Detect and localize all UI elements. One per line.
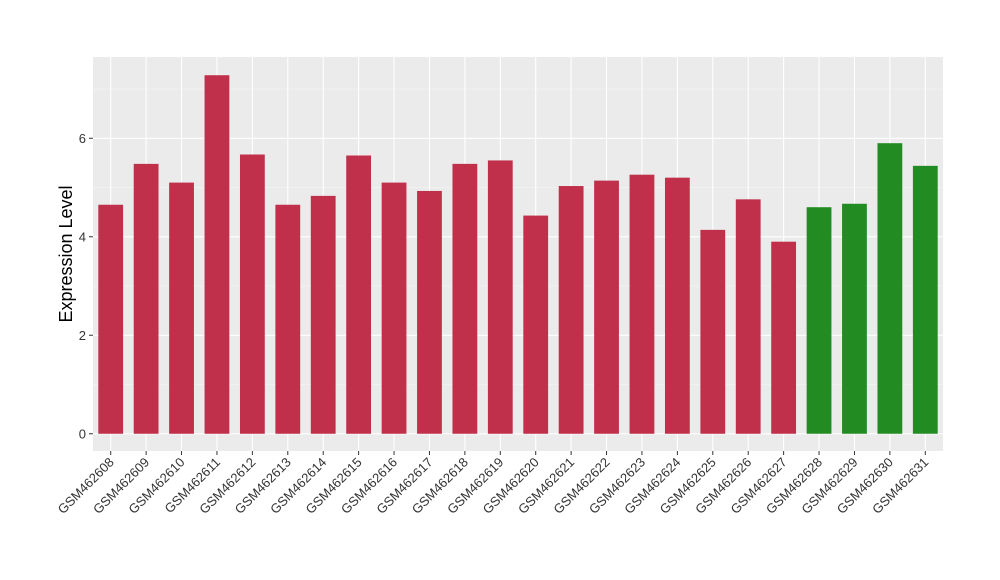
bar-GSM462613 [275, 204, 301, 434]
bar-GSM462629 [842, 203, 867, 434]
bar-GSM462628 [806, 207, 832, 434]
bar-GSM462621 [558, 186, 584, 434]
bar-GSM462610 [169, 182, 194, 434]
y-tick-label: 0 [79, 426, 86, 441]
bar-GSM462615 [346, 155, 372, 434]
bars [98, 75, 938, 434]
x-axis: GSM462608GSM462609GSM462610GSM462611GSM4… [55, 451, 931, 517]
bar-GSM462627 [771, 241, 797, 434]
bar-GSM462626 [735, 199, 761, 434]
bar-GSM462618 [452, 163, 478, 434]
bar-GSM462609 [133, 163, 159, 434]
bar-GSM462620 [523, 215, 549, 434]
bar-GSM462622 [594, 180, 619, 434]
bar-GSM462624 [664, 177, 690, 434]
bar-GSM462631 [912, 165, 938, 434]
bar-GSM462625 [700, 229, 726, 434]
bar-GSM462614 [310, 195, 336, 434]
y-axis: 0 2 4 6 [79, 131, 93, 441]
y-tick-label: 4 [79, 229, 86, 244]
y-axis-title: Expression Level [56, 185, 76, 322]
bar-GSM462617 [417, 190, 442, 434]
plot-panel [93, 57, 943, 451]
bar-GSM462612 [239, 154, 265, 434]
bar-GSM462623 [629, 174, 655, 434]
bar-GSM462616 [381, 182, 407, 434]
bar-GSM462619 [487, 160, 513, 434]
y-tick-label: 6 [79, 131, 86, 146]
bar-GSM462630 [877, 143, 903, 434]
bar-GSM462608 [98, 204, 124, 434]
y-tick-label: 2 [79, 328, 86, 343]
bar-GSM462611 [204, 75, 230, 434]
